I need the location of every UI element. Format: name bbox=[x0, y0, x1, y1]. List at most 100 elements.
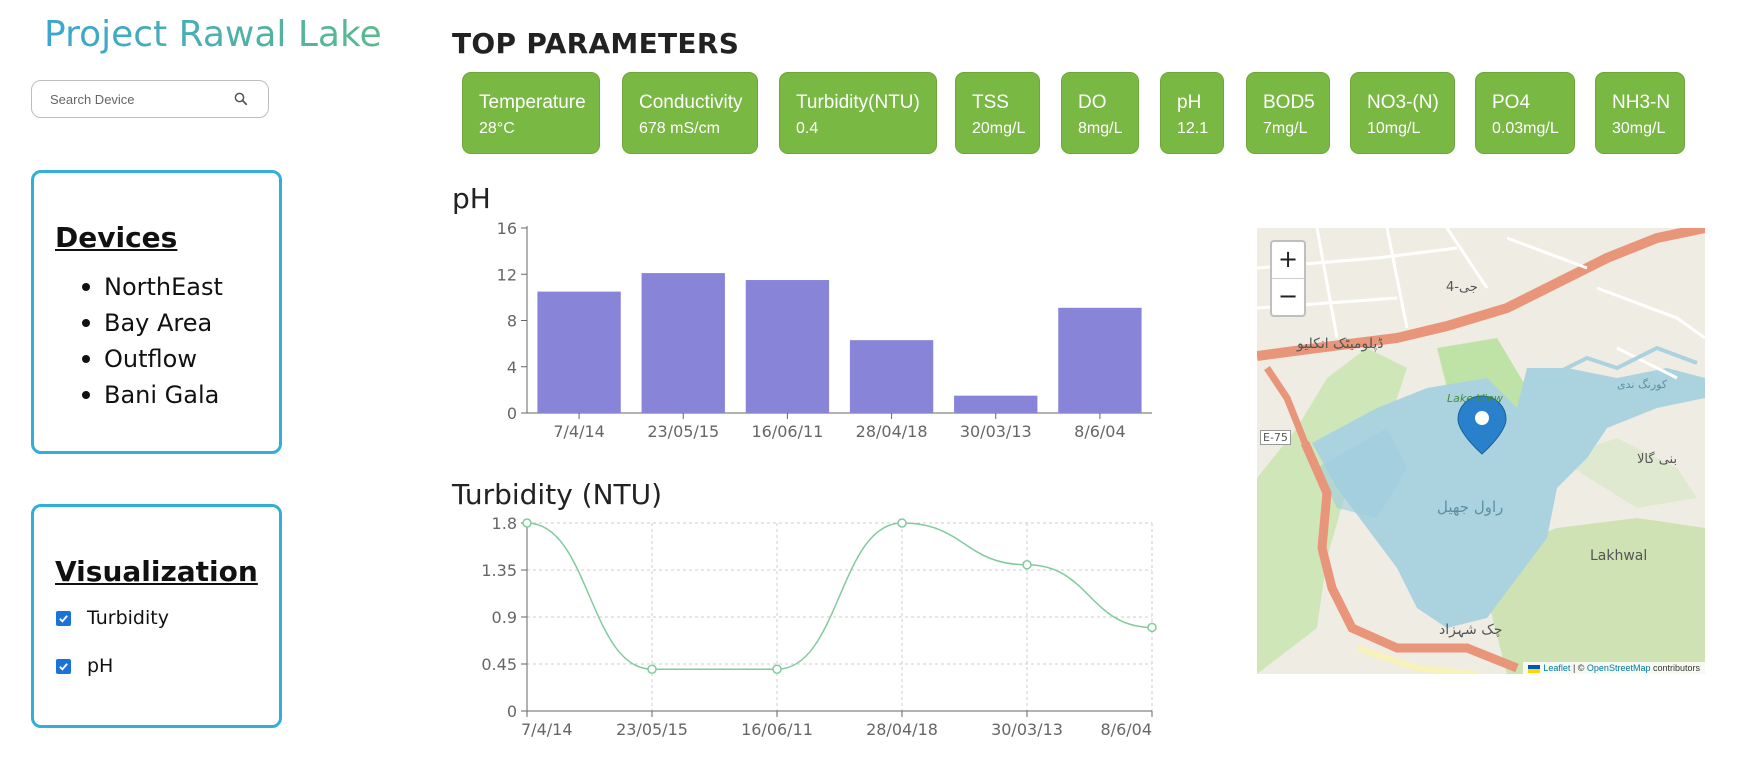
attribution-suffix: contributors bbox=[1650, 663, 1700, 673]
ph-y-tick-label: 8 bbox=[507, 312, 517, 331]
visualization-heading: Visualization bbox=[55, 555, 258, 588]
turbidity-point bbox=[522, 518, 532, 528]
map-label-g4: جی-4 bbox=[1446, 280, 1478, 295]
osm-link[interactable]: OpenStreetMap bbox=[1586, 663, 1651, 673]
ph-bar bbox=[641, 273, 725, 413]
turbidity-point bbox=[1022, 560, 1032, 570]
param-card-po4: PO4 0.03mg/L bbox=[1475, 72, 1575, 154]
turbidity-y-tick-label: 1.35 bbox=[481, 561, 517, 580]
ph-bar bbox=[745, 280, 830, 413]
ph-y-tick-label: 12 bbox=[497, 265, 517, 284]
leaflet-link[interactable]: Leaflet bbox=[1543, 663, 1571, 673]
turbidity-y-tick-label: 0 bbox=[507, 702, 517, 721]
ph-bar bbox=[954, 395, 1038, 413]
map-label-rawal-lake: راول جھیل bbox=[1437, 498, 1504, 516]
ph-checkbox[interactable] bbox=[56, 658, 71, 674]
turbidity-x-tick-label: 7/4/14 bbox=[521, 720, 573, 739]
checkmark-icon bbox=[59, 662, 68, 671]
device-item-bay-area[interactable]: Bay Area bbox=[82, 305, 223, 341]
param-card-nh3-n: NH3-N 30mg/L bbox=[1595, 72, 1685, 154]
turbidity-x-tick-label: 23/05/15 bbox=[616, 720, 688, 739]
ph-x-tick-label: 28/04/18 bbox=[856, 422, 928, 441]
map-attribution: Leaflet | © OpenStreetMap contributors bbox=[1523, 662, 1705, 674]
turbidity-point bbox=[1147, 622, 1157, 633]
param-card-do: DO 8mg/L bbox=[1061, 72, 1139, 154]
visualization-panel: Visualization Turbidity pH bbox=[31, 504, 282, 728]
turbidity-y-tick-label: 1.8 bbox=[492, 514, 517, 533]
ph-x-tick-label: 23/05/15 bbox=[647, 422, 719, 441]
search-input[interactable] bbox=[48, 90, 232, 108]
turbidity-checkbox[interactable] bbox=[56, 610, 71, 626]
map-label-e75: E-75 bbox=[1260, 430, 1291, 445]
app-title: Project Rawal Lake bbox=[44, 14, 382, 55]
map-tiles bbox=[1257, 228, 1705, 674]
param-name: BOD5 bbox=[1263, 92, 1315, 113]
zoom-control: + − bbox=[1270, 240, 1306, 317]
search-icon[interactable] bbox=[232, 90, 250, 108]
ph-option[interactable]: pH bbox=[56, 655, 113, 677]
zoom-out-button[interactable]: − bbox=[1277, 282, 1299, 310]
ph-bar bbox=[1058, 307, 1142, 413]
ph-y-tick-label: 16 bbox=[497, 219, 517, 238]
attribution-separator: | © bbox=[1570, 663, 1587, 673]
turbidity-option[interactable]: Turbidity bbox=[56, 607, 169, 629]
param-card-conductivity: Conductivity 678 mS/cm bbox=[622, 72, 758, 154]
param-card-temperature: Temperature 28°C bbox=[462, 72, 600, 154]
turbidity-y-tick-label: 0.9 bbox=[492, 608, 517, 627]
param-value: 20mg/L bbox=[972, 120, 1026, 137]
param-name: PO4 bbox=[1492, 92, 1531, 113]
map-label-korang-river: کورنگ ندی bbox=[1617, 378, 1668, 391]
param-card-tss: TSS 20mg/L bbox=[955, 72, 1040, 154]
device-item-bani-gala[interactable]: Bani Gala bbox=[82, 377, 223, 413]
ph-y-tick-label: 4 bbox=[507, 358, 517, 377]
device-item-northeast[interactable]: NorthEast bbox=[82, 269, 223, 305]
param-card-ph: pH 12.1 bbox=[1160, 72, 1224, 154]
ph-bar bbox=[849, 340, 934, 413]
param-name: pH bbox=[1177, 92, 1202, 113]
device-item-outflow[interactable]: Outflow bbox=[82, 341, 223, 377]
devices-heading: Devices bbox=[55, 221, 178, 254]
ph-bar bbox=[537, 291, 621, 413]
turbidity-chart-title: Turbidity (NTU) bbox=[452, 478, 663, 511]
map[interactable]: جی-4 ڈپلومیٹک انکلیو E-75 Lake View راول… bbox=[1257, 228, 1705, 674]
param-card-turbidity: Turbidity(NTU) 0.4 bbox=[779, 72, 937, 154]
param-value: 30mg/L bbox=[1612, 120, 1666, 137]
map-label-diplomatic: ڈپلومیٹک انکلیو bbox=[1297, 336, 1384, 352]
map-label-chak-shahzad: چک شہزاد bbox=[1439, 622, 1503, 638]
turbidity-point bbox=[647, 664, 657, 674]
devices-panel: Devices NorthEast Bay Area Outflow Bani … bbox=[31, 170, 282, 454]
param-name: Turbidity(NTU) bbox=[796, 92, 920, 113]
ph-x-tick-label: 7/4/14 bbox=[553, 422, 605, 441]
param-value: 28°C bbox=[479, 120, 515, 137]
param-value: 12.1 bbox=[1177, 120, 1209, 137]
turbidity-line bbox=[526, 522, 1153, 670]
search-box[interactable] bbox=[31, 80, 269, 118]
zoom-in-button[interactable]: + bbox=[1272, 242, 1304, 279]
ph-label: pH bbox=[87, 655, 114, 677]
turbidity-x-tick-label: 8/6/04 bbox=[1101, 720, 1153, 739]
flag-icon bbox=[1528, 664, 1541, 673]
map-label-lake-view: Lake View bbox=[1447, 392, 1503, 405]
map-label-bani-gala: بنی گالا bbox=[1637, 452, 1678, 467]
param-name: NO3-(N) bbox=[1367, 92, 1439, 113]
param-value: 0.03mg/L bbox=[1492, 120, 1559, 137]
param-value: 678 mS/cm bbox=[639, 120, 720, 137]
ph-x-tick-label: 16/06/11 bbox=[751, 422, 823, 441]
checkmark-icon bbox=[59, 614, 68, 623]
param-name: Temperature bbox=[479, 92, 586, 113]
param-value: 10mg/L bbox=[1367, 120, 1421, 137]
top-parameters-heading: TOP PARAMETERS bbox=[452, 27, 740, 60]
ph-x-tick-label: 8/6/04 bbox=[1074, 422, 1126, 441]
turbidity-x-tick-label: 30/03/13 bbox=[991, 720, 1063, 739]
param-name: DO bbox=[1078, 92, 1107, 113]
turbidity-x-tick-label: 16/06/11 bbox=[741, 720, 813, 739]
param-value: 0.4 bbox=[796, 120, 819, 137]
param-name: NH3-N bbox=[1612, 92, 1671, 113]
location-marker-icon[interactable] bbox=[1457, 395, 1507, 455]
param-value: 8mg/L bbox=[1078, 120, 1123, 137]
map-label-lakhwal: Lakhwal bbox=[1590, 548, 1648, 564]
device-list: NorthEast Bay Area Outflow Bani Gala bbox=[82, 269, 223, 413]
charts-canvas: 0 4 8 12 16 7/4/14 23/05/15 16/06/11 28/04/18 30/… bbox=[481, 219, 1157, 739]
turbidity-point bbox=[772, 664, 782, 674]
ph-y-tick-label: 0 bbox=[507, 404, 517, 423]
